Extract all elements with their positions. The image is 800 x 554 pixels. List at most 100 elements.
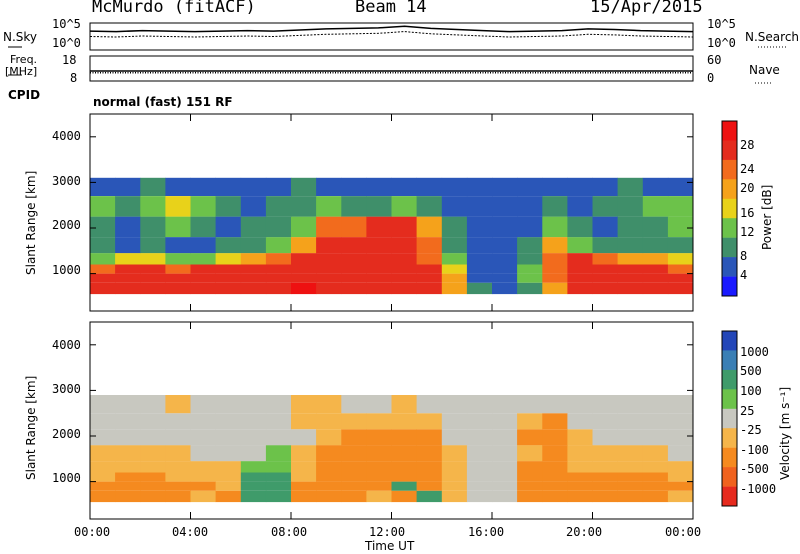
- power-cell: [592, 264, 618, 274]
- velocity-cell: [416, 413, 443, 430]
- velocity-cell: [391, 490, 417, 503]
- velocity-cell: [567, 413, 593, 430]
- velocity-cell: [190, 445, 216, 462]
- power-cell: [492, 177, 518, 196]
- power-cbar-tick: 8: [740, 249, 748, 263]
- beam-label: Beam 14: [355, 0, 427, 17]
- velocity-cell: [366, 461, 392, 473]
- velocity-cell: [265, 461, 292, 473]
- velocity-cell: [165, 395, 191, 414]
- power-cell: [492, 282, 518, 295]
- velocity-cell: [240, 413, 267, 430]
- velocity-cell: [517, 395, 543, 414]
- power-cell: [140, 237, 166, 254]
- velocity-cell: [642, 395, 669, 414]
- velocity-cell: [667, 461, 694, 473]
- noise-right-tick-high: 10^5: [707, 17, 736, 31]
- velocity-cell: [517, 429, 543, 446]
- power-cell: [542, 216, 568, 238]
- velocity-cell: [165, 490, 191, 503]
- power-cell: [542, 273, 568, 283]
- power-colorbar-swatch: [722, 237, 737, 258]
- velocity-cell: [441, 413, 468, 430]
- power-cell: [265, 237, 292, 254]
- power-colorbar-swatch: [722, 179, 737, 199]
- power-cell: [165, 253, 191, 265]
- power-cell: [240, 264, 267, 274]
- power-cell: [140, 177, 166, 196]
- velocity-cell: [90, 461, 116, 473]
- velocity-cell: [341, 481, 367, 491]
- power-cell: [215, 273, 242, 283]
- power-cell: [416, 253, 443, 265]
- power-cell: [567, 196, 593, 217]
- velocity-cell: [667, 481, 694, 491]
- power-cell: [466, 177, 493, 196]
- cpid-label: CPID: [8, 88, 41, 102]
- power-cell: [391, 196, 417, 217]
- power-cell: [90, 264, 116, 274]
- velocity-cell: [391, 481, 417, 491]
- power-cell: [165, 282, 191, 295]
- velocity-colorbar-swatch: [722, 486, 737, 507]
- velocity-cell: [567, 461, 593, 473]
- velocity-cell: [391, 461, 417, 473]
- velocity-cell: [441, 395, 468, 414]
- power-cell: [592, 177, 618, 196]
- velocity-cell: [115, 490, 141, 503]
- velocity-cell: [90, 472, 116, 482]
- power-cell: [517, 282, 543, 295]
- power-colorbar-swatch: [722, 276, 737, 297]
- power-cell: [240, 196, 267, 217]
- velocity-cell: [542, 472, 568, 482]
- power-cell: [115, 253, 141, 265]
- velocity-cell: [115, 445, 141, 462]
- power-cell: [316, 237, 342, 254]
- power-colorbar-swatch: [722, 140, 737, 161]
- power-cell: [90, 273, 116, 283]
- velocity-colorbar-swatch: [722, 408, 737, 429]
- power-cell: [441, 177, 468, 196]
- velocity-cell: [240, 429, 267, 446]
- velocity-cell: [391, 413, 417, 430]
- velocity-cell: [115, 395, 141, 414]
- power-cell: [265, 253, 292, 265]
- velocity-cell: [441, 429, 468, 446]
- velocity-cell: [466, 429, 493, 446]
- power-cell: [466, 237, 493, 254]
- velocity-cell: [542, 413, 568, 430]
- velocity-cell: [341, 461, 367, 473]
- velocity-cell: [466, 472, 493, 482]
- power-ytick: 2000: [52, 218, 81, 232]
- velocity-cell: [265, 429, 292, 446]
- velocity-colorbar-swatch: [722, 331, 737, 351]
- power-cell: [316, 282, 342, 295]
- power-cell: [642, 264, 669, 274]
- power-cell: [492, 264, 518, 274]
- power-cell: [492, 237, 518, 254]
- power-cell: [90, 282, 116, 295]
- power-cell: [366, 177, 392, 196]
- power-cell: [642, 216, 669, 238]
- velocity-cbar-tick: 100: [740, 384, 762, 398]
- velocity-cell: [542, 395, 568, 414]
- power-cell: [215, 196, 242, 217]
- power-cell: [115, 216, 141, 238]
- power-cell: [190, 177, 216, 196]
- power-cell: [667, 237, 694, 254]
- power-cell: [366, 264, 392, 274]
- power-cell: [240, 237, 267, 254]
- velocity-cell: [341, 445, 367, 462]
- velocity-cell: [165, 461, 191, 473]
- velocity-cell: [416, 429, 443, 446]
- velocity-cell: [316, 413, 342, 430]
- velocity-cell: [265, 472, 292, 482]
- power-cell: [115, 264, 141, 274]
- power-cell: [592, 216, 618, 238]
- velocity-cbar-tick: 1000: [740, 345, 769, 359]
- power-cell: [617, 177, 644, 196]
- power-cell: [140, 253, 166, 265]
- power-cell: [592, 196, 618, 217]
- velocity-cell: [316, 429, 342, 446]
- velocity-cell: [316, 481, 342, 491]
